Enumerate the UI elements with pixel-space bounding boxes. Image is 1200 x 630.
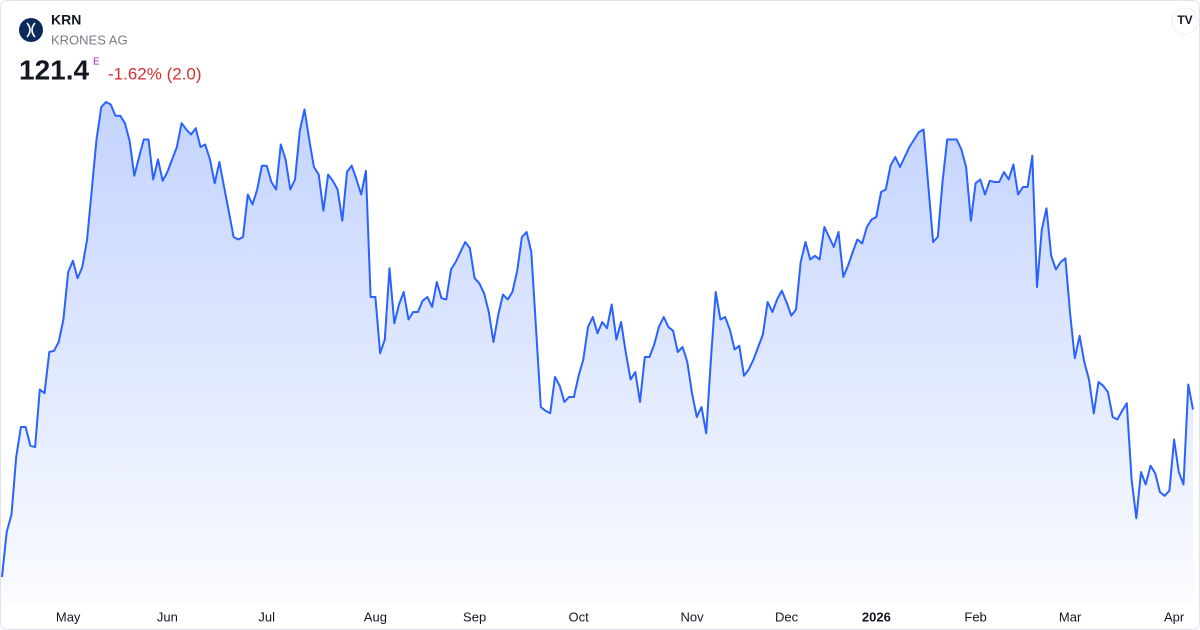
x-tick-label: Nov: [680, 609, 704, 624]
price-flag: E: [93, 57, 100, 68]
tv-logo: TV: [1177, 13, 1192, 27]
area-fill: [2, 102, 1193, 605]
tv-logo-bg: [1171, 7, 1199, 35]
x-tick-label: Dec: [775, 609, 799, 624]
company-name: KRONES AG: [51, 32, 128, 47]
x-tick-label: Sep: [463, 609, 486, 624]
x-tick-label: 2026: [862, 609, 891, 624]
x-tick-label: Jun: [157, 609, 178, 624]
logo-mark: [26, 22, 36, 38]
x-tick-label: Feb: [964, 609, 986, 624]
price: 121.4: [19, 54, 89, 85]
symbol: KRN: [51, 12, 81, 28]
x-tick-label: May: [56, 609, 81, 624]
price-line: [1, 101, 1194, 578]
x-tick-label: Oct: [568, 609, 589, 624]
x-tick-label: Aug: [364, 609, 387, 624]
x-tick-label: Apr: [1164, 609, 1185, 624]
x-tick-label: Mar: [1059, 609, 1082, 624]
logo: [19, 18, 43, 42]
x-tick-label: Jul: [258, 609, 275, 624]
price-change: -1.62% (2.0): [108, 64, 202, 83]
